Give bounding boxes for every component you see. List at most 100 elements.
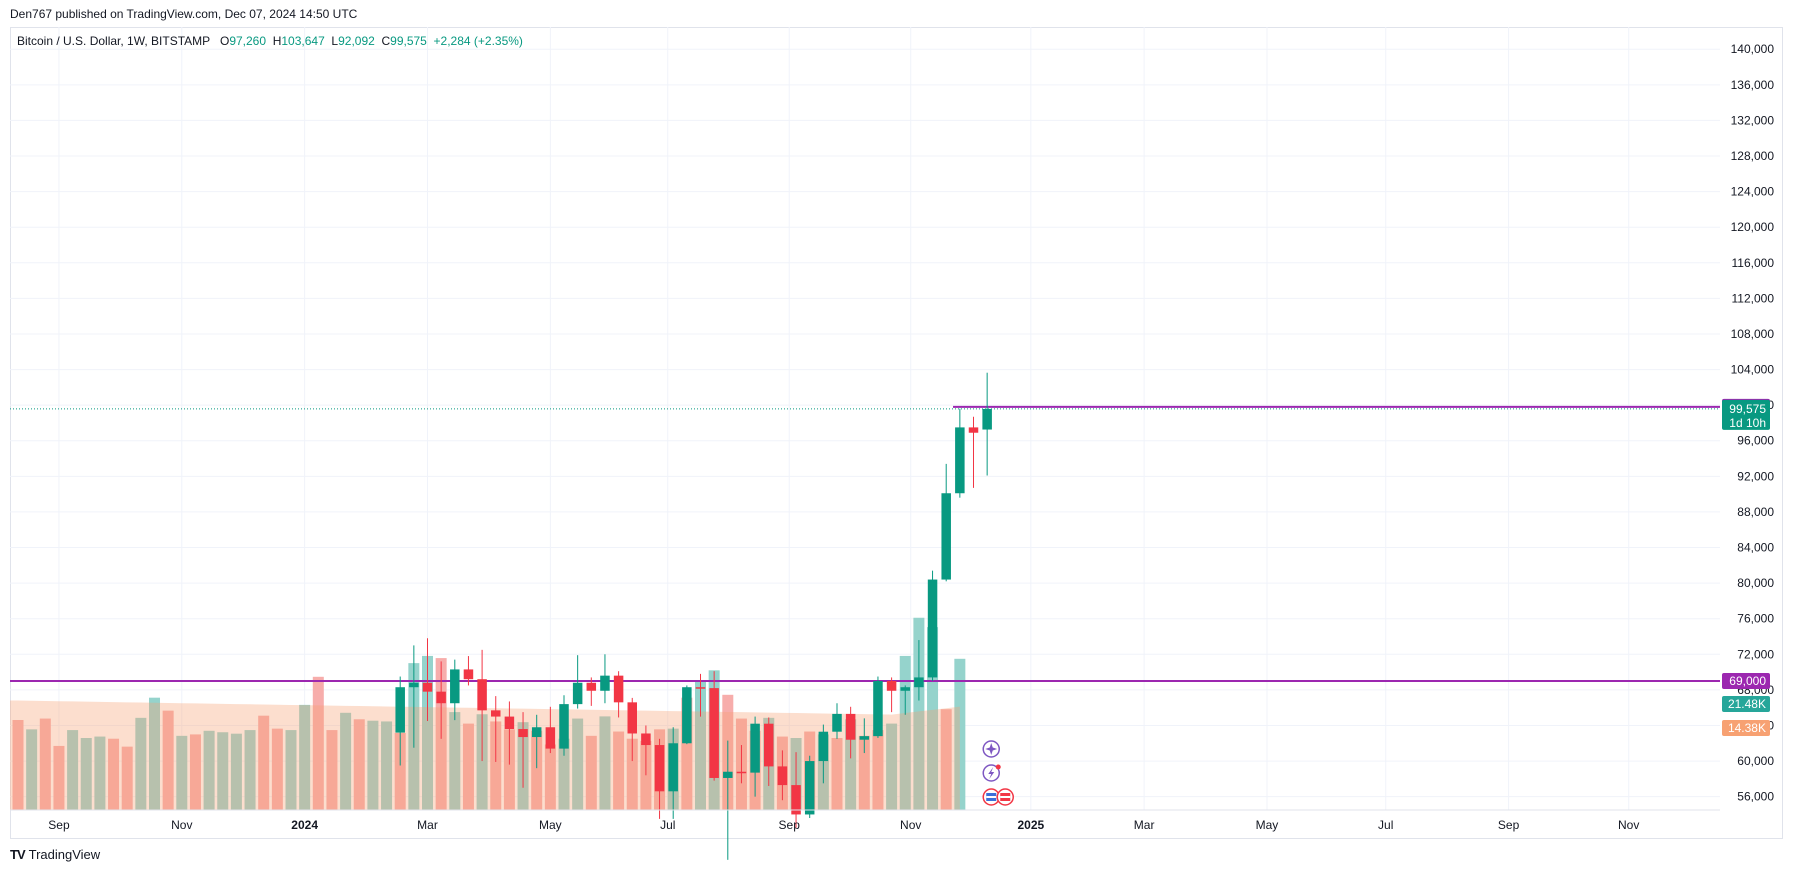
- price-tick-label: 84,000: [1737, 541, 1774, 555]
- event-icons[interactable]: [982, 740, 1014, 806]
- candle-body[interactable]: [695, 687, 706, 689]
- candle-body[interactable]: [764, 723, 774, 767]
- candle-body[interactable]: [463, 669, 474, 680]
- volume-bar: [476, 714, 488, 810]
- grid: [10, 27, 1720, 810]
- candle-body[interactable]: [518, 729, 528, 738]
- candle-body[interactable]: [504, 716, 515, 730]
- candle-body[interactable]: [750, 723, 760, 773]
- candle-body[interactable]: [845, 713, 856, 740]
- candle-body[interactable]: [968, 427, 979, 433]
- volume-bar: [367, 720, 379, 810]
- volume-bar: [613, 731, 625, 810]
- volume-bar: [176, 735, 188, 810]
- volume-bar: [285, 730, 297, 810]
- volume-bar: [572, 718, 584, 810]
- price-tick-label: 136,000: [1731, 78, 1775, 92]
- candle-body[interactable]: [641, 733, 651, 746]
- candle-body[interactable]: [941, 493, 951, 580]
- candle-body[interactable]: [627, 702, 638, 734]
- volume-bar: [94, 736, 106, 810]
- volume-bar: [299, 704, 311, 810]
- candle-body[interactable]: [613, 675, 624, 703]
- volume-bar: [26, 729, 38, 810]
- candle-body[interactable]: [886, 680, 897, 691]
- candle-body[interactable]: [709, 688, 719, 778]
- volume-bar: [162, 710, 174, 810]
- time-tick-label: May: [539, 818, 562, 832]
- candle-body[interactable]: [832, 713, 842, 732]
- candle-body[interactable]: [450, 669, 460, 704]
- candle-body[interactable]: [436, 691, 446, 704]
- candle-body[interactable]: [723, 771, 733, 778]
- chart-frame: [10, 27, 1783, 839]
- candle-body[interactable]: [736, 771, 747, 774]
- time-tick-label: Sep: [779, 818, 801, 832]
- candle-body[interactable]: [682, 687, 692, 744]
- time-axis[interactable]: Sep Nov 2024 Mar May Jul Sep Nov 2025 Mar May Jul Se…: [10, 809, 1720, 832]
- candle-body[interactable]: [791, 785, 801, 815]
- volume-bar: [149, 697, 160, 810]
- tradingview-logo-icon: TV: [10, 847, 26, 862]
- volume-bar: [312, 676, 324, 810]
- volume-bar: [681, 697, 693, 810]
- candle-body[interactable]: [477, 679, 487, 711]
- volume-bar: [531, 730, 543, 810]
- volume-bar: [12, 720, 24, 810]
- candle-body[interactable]: [804, 761, 815, 815]
- candle-body[interactable]: [654, 745, 665, 792]
- candle-body[interactable]: [600, 675, 610, 691]
- candle-body[interactable]: [559, 704, 569, 749]
- candle-body[interactable]: [859, 736, 870, 740]
- footer-branding[interactable]: TV TradingView: [10, 847, 100, 862]
- candle-body[interactable]: [818, 731, 829, 762]
- time-tick-label: Nov: [1618, 818, 1639, 832]
- candle-body[interactable]: [572, 682, 583, 705]
- candles[interactable]: [395, 372, 992, 860]
- legend-low-value: 92,092: [338, 34, 375, 48]
- candle-body[interactable]: [409, 682, 419, 688]
- spark-event-icon[interactable]: [982, 740, 1000, 758]
- candle-body[interactable]: [914, 677, 924, 688]
- volume-bar: [394, 732, 406, 810]
- candle-body[interactable]: [531, 727, 542, 738]
- candle-body[interactable]: [900, 687, 911, 691]
- candle-body[interactable]: [422, 682, 433, 692]
- candle-body[interactable]: [955, 427, 965, 494]
- legend-high-value: 103,647: [281, 34, 325, 48]
- symbol-legend[interactable]: Bitcoin / U.S. Dollar, 1W, BITSTAMP O97,…: [17, 34, 523, 48]
- candle-body[interactable]: [395, 687, 405, 733]
- price-tick-label: 76,000: [1737, 612, 1774, 626]
- candle-body[interactable]: [927, 579, 938, 678]
- time-tick-label: Nov: [900, 818, 921, 832]
- candle-body[interactable]: [668, 743, 678, 792]
- svg-text:1d 10h: 1d 10h: [1729, 416, 1766, 430]
- svg-text:14.38K: 14.38K: [1728, 721, 1766, 735]
- volume-bar: [599, 716, 611, 810]
- lightning-event-icon[interactable]: [982, 764, 1001, 782]
- us-flag-event-icon[interactable]: [996, 788, 1014, 806]
- volume-bar: [695, 681, 706, 810]
- time-tick-label: Mar: [1134, 818, 1155, 832]
- volume-current-tag: 21.48K: [1722, 696, 1770, 712]
- volume-bar: [544, 744, 556, 810]
- price-tick-label: 140,000: [1731, 42, 1775, 56]
- candle-body[interactable]: [777, 766, 788, 786]
- volume-bar: [217, 732, 229, 810]
- candle-body[interactable]: [586, 682, 597, 691]
- us-flag-event-icon[interactable]: [982, 788, 1000, 806]
- price-tick-label: 108,000: [1731, 327, 1775, 341]
- footer-brand: TradingView: [28, 847, 101, 862]
- price-tick-label: 116,000: [1732, 256, 1775, 270]
- volume-bar: [913, 617, 925, 810]
- candle-body[interactable]: [982, 408, 992, 430]
- candle-body[interactable]: [545, 727, 556, 749]
- candle-body[interactable]: [491, 710, 501, 717]
- candle-body[interactable]: [873, 680, 883, 737]
- volume-bar: [53, 745, 65, 810]
- volume-bar: [872, 730, 884, 810]
- legend-close-value: 99,575: [390, 34, 427, 48]
- horizontal-levels[interactable]: [10, 405, 1720, 682]
- volume-bars: [10, 617, 966, 810]
